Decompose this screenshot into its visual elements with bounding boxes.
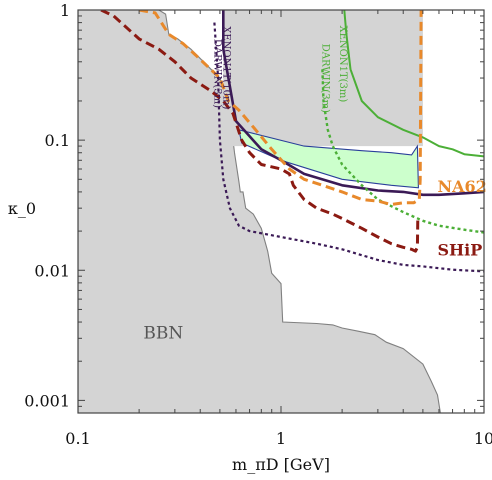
y-tick-label: 0.1 [45,131,70,150]
bbn-region [78,10,441,413]
ship-label: SHiP [437,240,482,259]
darwin-3m-dotted-label: DARWIN(3m) [319,44,330,113]
xenon1t-3m-solid-label: XENON1T(3m) [337,26,348,103]
darwin-3m-dotted-line [321,69,484,234]
y-tick-label: 0.01 [34,261,70,280]
bbn-label: BBN [143,323,183,343]
x-tick-label: 10 [474,429,492,448]
xenon1t-10m-solid-line [222,10,484,197]
xenon1t-3m-solid-line [343,10,484,158]
na62-label: NA62 [437,177,486,196]
xenon1t-10m-solid-label: XENON1T(10m) [220,26,231,109]
x-axis-title: m_πD [GeV] [232,455,330,474]
ship-dashed-line [100,10,420,253]
y-axis-title: κ_0 [8,199,36,218]
x-tick-label: 1 [276,429,286,448]
y-tick-label: 0.001 [24,391,70,410]
x-tick-label: 0.1 [65,429,90,448]
na62-dashed-line [138,10,423,206]
y-tick-label: 1 [60,1,70,20]
darwin-3m-dotted-label: DARWIN(3m) [211,39,222,108]
